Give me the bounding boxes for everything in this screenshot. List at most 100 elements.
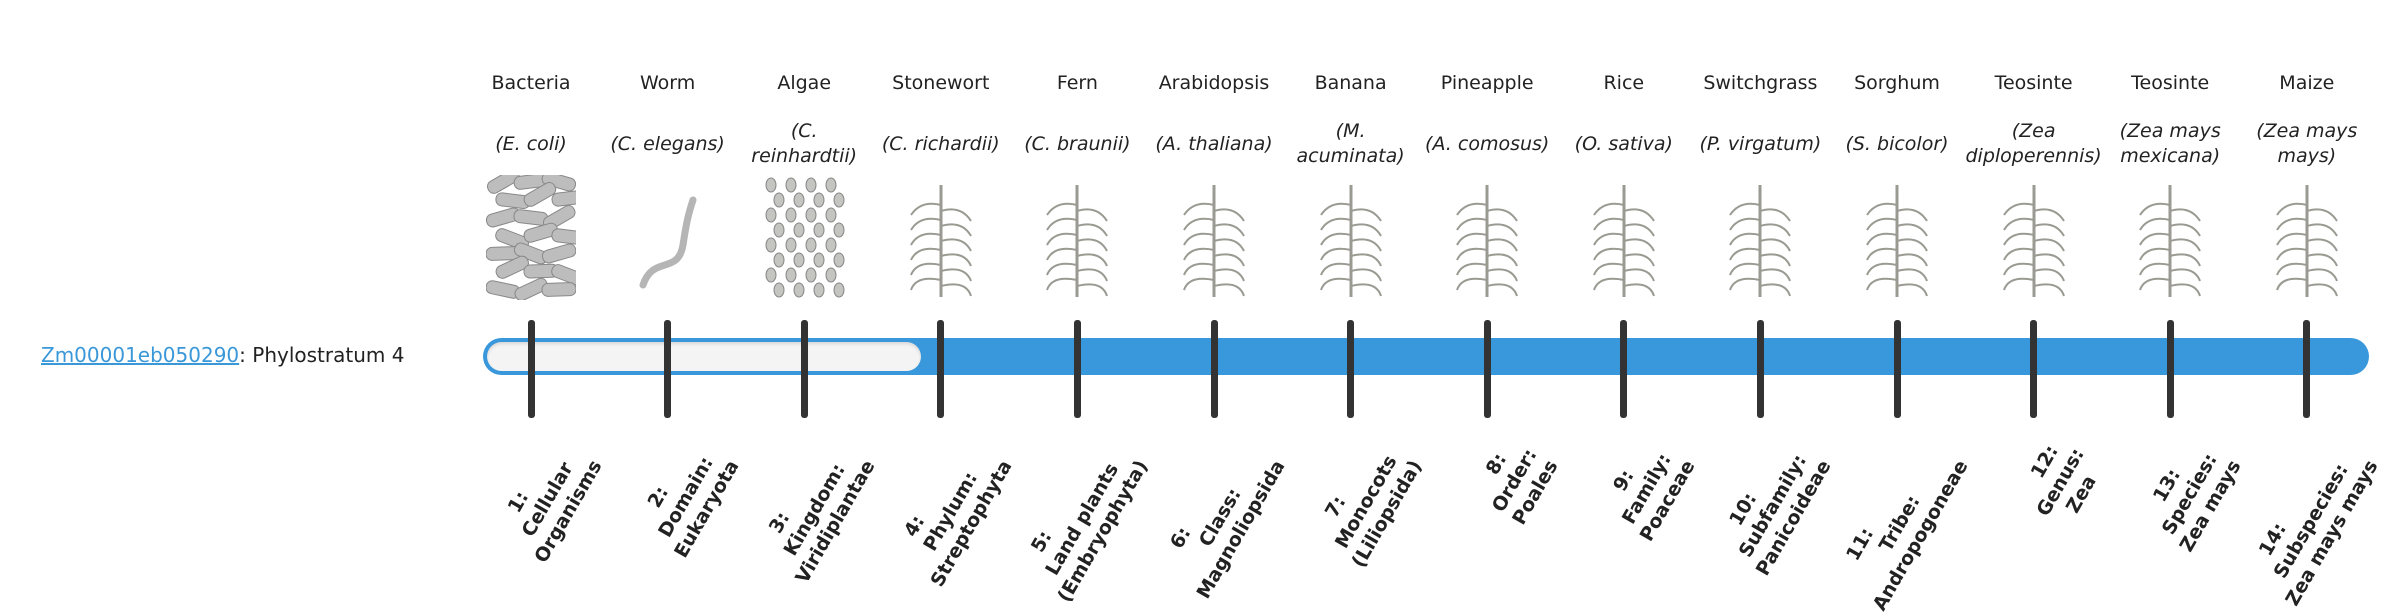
organism-species: (C. braunii)	[1009, 114, 1145, 174]
stratum-tick	[2303, 320, 2311, 418]
species-name: (O. sativa)	[1574, 132, 1673, 155]
organism-column: Banana (M. acuminata)	[1283, 60, 1419, 174]
stratum-tick	[2030, 320, 2038, 418]
phylostratum-bar-empty-segment	[487, 342, 921, 371]
stratum-label: 6: Class: Magnoliopsida	[1150, 432, 1290, 603]
organism-column: Stonewort (C. richardii)	[873, 60, 1009, 174]
stratum-tick	[1893, 320, 1901, 418]
organism-species: (C. elegans)	[600, 114, 736, 174]
bacteria-illustration	[485, 169, 587, 302]
organism-species: (Zea mays mexicana)	[2102, 114, 2238, 174]
organism-column: Teosinte (Zea diploperennis)	[1965, 60, 2102, 174]
organism-name: Rice	[1603, 72, 1645, 94]
organism-name: Maize	[2279, 72, 2335, 94]
teosinte-illustration	[2125, 175, 2225, 300]
stratum-label: 7: Monocots (Liliopsida)	[1305, 432, 1427, 572]
gene-id-link[interactable]: Zm00001eb050290	[41, 343, 240, 367]
organism-species: (O. sativa)	[1556, 114, 1692, 174]
species-name: (A. comosus)	[1425, 132, 1550, 155]
organism-name: Bacteria	[491, 72, 571, 94]
organism-name: Banana	[1314, 72, 1387, 94]
organism-column: Rice (O. sativa)	[1556, 60, 1692, 174]
organism-species: (C. reinhardtii)	[736, 114, 872, 174]
organism-column: Sorghum (S. bicolor)	[1829, 60, 1965, 174]
stratum-tick	[937, 320, 945, 418]
species-name: (P. virgatum)	[1699, 132, 1822, 155]
organism-name: Algae	[777, 72, 832, 94]
species-name: (S. bicolor)	[1845, 132, 1949, 155]
species-name: (Zea mays mexicana)	[2119, 120, 2221, 167]
organism-name: Pineapple	[1440, 72, 1534, 94]
species-name: (M. acuminata)	[1296, 120, 1405, 167]
organism-column: Arabidopsis (A. thaliana)	[1146, 60, 1282, 174]
stratum-label: 12: Genus: Zea	[2010, 432, 2110, 532]
stratum-tick	[1210, 320, 1218, 418]
fern-illustration	[1032, 175, 1132, 300]
organism-name: Sorghum	[1854, 72, 1940, 94]
organism-name: Arabidopsis	[1158, 72, 1270, 94]
stratum-tick	[1756, 320, 1764, 418]
stonewort-illustration	[896, 175, 996, 300]
stratum-label: 2: Domain: Eukaryota	[627, 432, 744, 562]
organism-species: (Zea mays mays)	[2239, 114, 2375, 174]
organism-species: (A. thaliana)	[1146, 114, 1282, 174]
stratum-label: 14: Subspecies: Zea mays mays	[2239, 432, 2383, 610]
pineapple-illustration	[1442, 175, 1542, 300]
stratum-label: 1: Cellular Organisms	[488, 432, 608, 567]
stratum-tick	[1073, 320, 1081, 418]
stratum-tick	[800, 320, 808, 418]
stratum-tick	[2166, 320, 2174, 418]
algae-illustration	[759, 175, 859, 300]
maize-illustration	[2262, 175, 2362, 300]
organism-species: (P. virgatum)	[1692, 114, 1828, 174]
organism-name: Worm	[639, 72, 696, 94]
organism-name: Stonewort	[892, 72, 990, 94]
species-name: (C. reinhardtii)	[751, 120, 858, 167]
arabidopsis-illustration	[1169, 175, 1269, 300]
species-name: (Zea diploperennis)	[1965, 120, 2102, 167]
stratum-tick	[1347, 320, 1355, 418]
species-name: (C. elegans)	[610, 132, 725, 155]
rice-illustration	[1579, 175, 1679, 300]
stratum-label: 9: Family: Poaceae	[1593, 432, 1700, 546]
phylostratum-text: : Phylostratum 4	[239, 343, 405, 367]
teosinte-illustration	[1989, 175, 2089, 300]
organism-column: Worm (C. elegans)	[600, 60, 736, 174]
species-name: (E. coli)	[495, 132, 567, 155]
stratum-label: 11: Tribe: Andropogoneae	[1826, 432, 1973, 615]
stratum-label: 10: Subfamily: Panicoideae	[1710, 432, 1837, 580]
organism-species: (E. coli)	[463, 114, 599, 174]
stratum-label: 8: Order: Poales	[1466, 432, 1564, 529]
banana-illustration	[1306, 175, 1406, 300]
gene-phylostratum-label: Zm00001eb050290: Phylostratum 4	[41, 343, 404, 367]
organism-column: Teosinte (Zea mays mexicana)	[2102, 60, 2238, 174]
organism-name: Teosinte	[1994, 72, 2073, 94]
species-name: (Zea mays mays)	[2256, 120, 2358, 167]
organism-name: Teosinte	[2131, 72, 2210, 94]
organism-column: Maize (Zea mays mays)	[2239, 60, 2375, 174]
stratum-label: 13: Species: Zea mays	[2133, 432, 2246, 556]
switchgrass-illustration	[1715, 175, 1815, 300]
species-name: (A. thaliana)	[1155, 132, 1273, 155]
organism-species: (C. richardii)	[873, 114, 1009, 174]
stratum-tick	[1620, 320, 1628, 418]
stratum-label: 3: Kingdom: Viridiplantae	[749, 432, 880, 588]
worm-illustration	[623, 175, 723, 300]
organism-name: Fern	[1056, 72, 1098, 94]
stratum-tick	[1483, 320, 1491, 418]
organism-column: Bacteria (E. coli)	[463, 60, 599, 174]
organism-species: (S. bicolor)	[1829, 114, 1965, 174]
phylostratum-bar	[483, 338, 2369, 375]
organism-column: Algae (C. reinhardtii)	[736, 60, 872, 174]
organism-species: (A. comosus)	[1419, 114, 1555, 174]
organism-name: Switchgrass	[1703, 72, 1818, 94]
species-name: (C. richardii)	[881, 132, 1000, 155]
species-name: (C. braunii)	[1024, 132, 1131, 155]
stratum-label: 4: Phylum: Streptophyta	[884, 432, 1017, 591]
organism-species: (Zea diploperennis)	[1965, 114, 2102, 174]
stratum-tick	[664, 320, 672, 418]
stratum-tick	[527, 320, 535, 418]
organism-column: Fern (C. braunii)	[1009, 60, 1145, 174]
organism-column: Switchgrass (P. virgatum)	[1692, 60, 1828, 174]
organism-column: Pineapple (A. comosus)	[1419, 60, 1555, 174]
